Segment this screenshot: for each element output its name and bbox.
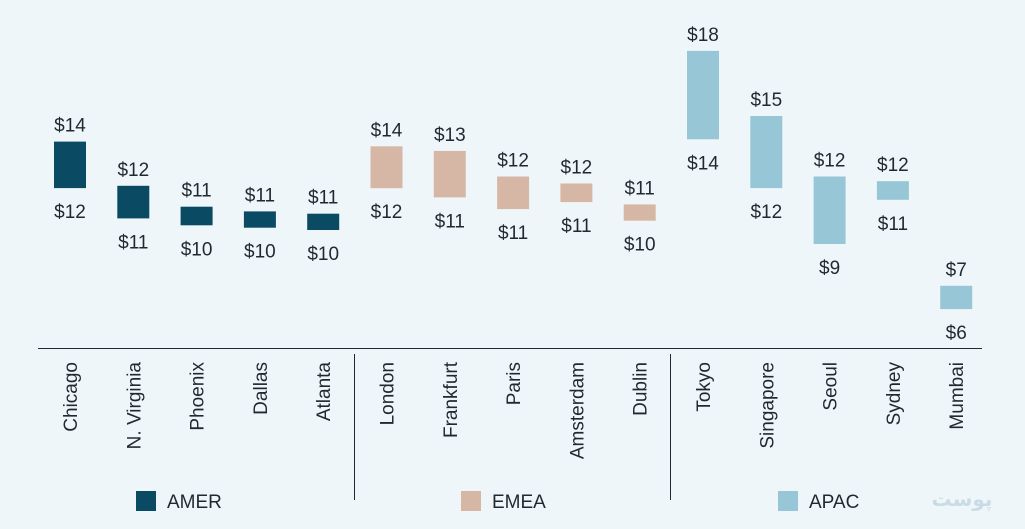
low-label-seoul: $9 bbox=[819, 258, 840, 279]
legend-swatch-emea bbox=[461, 491, 481, 511]
high-label-frankfurt: $13 bbox=[434, 125, 466, 146]
legend-label-amer: AMER bbox=[167, 492, 222, 513]
legend-label-apac: APAC bbox=[809, 492, 859, 513]
bar-tokyo bbox=[687, 50, 719, 140]
bar-mumbai bbox=[940, 285, 973, 310]
low-label-tokyo: $14 bbox=[687, 153, 719, 174]
bar-dallas bbox=[243, 211, 276, 228]
category-label-amsterdam: Amsterdam bbox=[567, 362, 588, 459]
bar-seoul bbox=[813, 176, 846, 244]
bar-atlanta bbox=[307, 213, 340, 230]
category-label-phoenix: Phoenix bbox=[188, 362, 209, 431]
high-label-n-virginia: $12 bbox=[117, 160, 149, 181]
category-label-mumbai: Mumbai bbox=[947, 362, 968, 430]
category-label-chicago: Chicago bbox=[61, 362, 82, 432]
high-label-sydney: $12 bbox=[877, 155, 909, 176]
high-label-paris: $12 bbox=[497, 151, 529, 172]
category-label-dublin: Dublin bbox=[631, 362, 652, 416]
high-label-dallas: $11 bbox=[245, 185, 275, 206]
category-label-london: London bbox=[378, 362, 399, 425]
high-label-phoenix: $11 bbox=[181, 181, 211, 202]
low-label-sydney: $11 bbox=[878, 214, 908, 235]
category-label-atlanta: Atlanta bbox=[314, 362, 335, 422]
low-label-dublin: $10 bbox=[624, 235, 656, 256]
category-label-sydney: Sydney bbox=[884, 362, 905, 426]
category-label-tokyo: Tokyo bbox=[694, 362, 715, 412]
low-label-mumbai: $6 bbox=[946, 323, 967, 344]
high-label-atlanta: $11 bbox=[308, 188, 338, 209]
low-label-amsterdam: $11 bbox=[561, 216, 591, 237]
legend-swatch-amer bbox=[136, 491, 156, 511]
bar-phoenix bbox=[180, 206, 213, 226]
high-label-tokyo: $18 bbox=[687, 25, 719, 46]
bar-amsterdam bbox=[560, 183, 593, 203]
low-label-frankfurt: $11 bbox=[435, 211, 465, 232]
bar-chicago bbox=[54, 141, 86, 189]
category-label-singapore: Singapore bbox=[757, 362, 778, 449]
low-label-singapore: $12 bbox=[750, 202, 782, 223]
category-label-frankfurt: Frankfurt bbox=[441, 361, 462, 438]
bar-dublin bbox=[623, 204, 656, 221]
legend-label-emea: EMEA bbox=[492, 492, 546, 513]
category-labels: Chicago N. Virginia Phoenix Dallas Atlanta Lo… bbox=[61, 361, 968, 459]
bar-frankfurt bbox=[433, 150, 466, 198]
bar-sydney bbox=[876, 181, 909, 200]
category-label-dallas: Dallas bbox=[251, 362, 272, 415]
bar-singapore bbox=[750, 116, 783, 189]
low-label-n-virginia: $11 bbox=[118, 232, 148, 253]
low-label-london: $12 bbox=[371, 202, 403, 223]
high-label-amsterdam: $12 bbox=[561, 158, 593, 179]
low-label-dallas: $10 bbox=[244, 242, 276, 263]
high-label-chicago: $14 bbox=[54, 116, 86, 137]
bar-paris bbox=[497, 176, 530, 210]
high-label-seoul: $12 bbox=[814, 151, 846, 172]
legend: AMER EMEA APAC bbox=[136, 491, 859, 513]
watermark-logo: پوست bbox=[932, 487, 993, 512]
bars-layer: $14 $12 $12 $11 $11 $10 $11 $10 $11 $10 $14 $12 $13 $… bbox=[54, 25, 973, 344]
svg-text:پوست: پوست bbox=[932, 487, 993, 512]
low-label-atlanta: $10 bbox=[307, 244, 339, 265]
legend-swatch-apac bbox=[778, 491, 798, 511]
high-label-dublin: $11 bbox=[625, 178, 655, 199]
high-label-london: $14 bbox=[371, 120, 403, 141]
low-label-chicago: $12 bbox=[54, 202, 86, 223]
bar-london bbox=[370, 146, 403, 189]
category-label-paris: Paris bbox=[504, 362, 525, 405]
category-label-seoul: Seoul bbox=[821, 362, 842, 411]
high-label-mumbai: $7 bbox=[946, 260, 967, 281]
low-label-phoenix: $10 bbox=[181, 239, 213, 260]
low-label-paris: $11 bbox=[498, 223, 528, 244]
high-label-singapore: $15 bbox=[750, 90, 782, 111]
category-label-n-virginia: N. Virginia bbox=[124, 362, 145, 450]
bar-n-virginia bbox=[117, 185, 150, 219]
